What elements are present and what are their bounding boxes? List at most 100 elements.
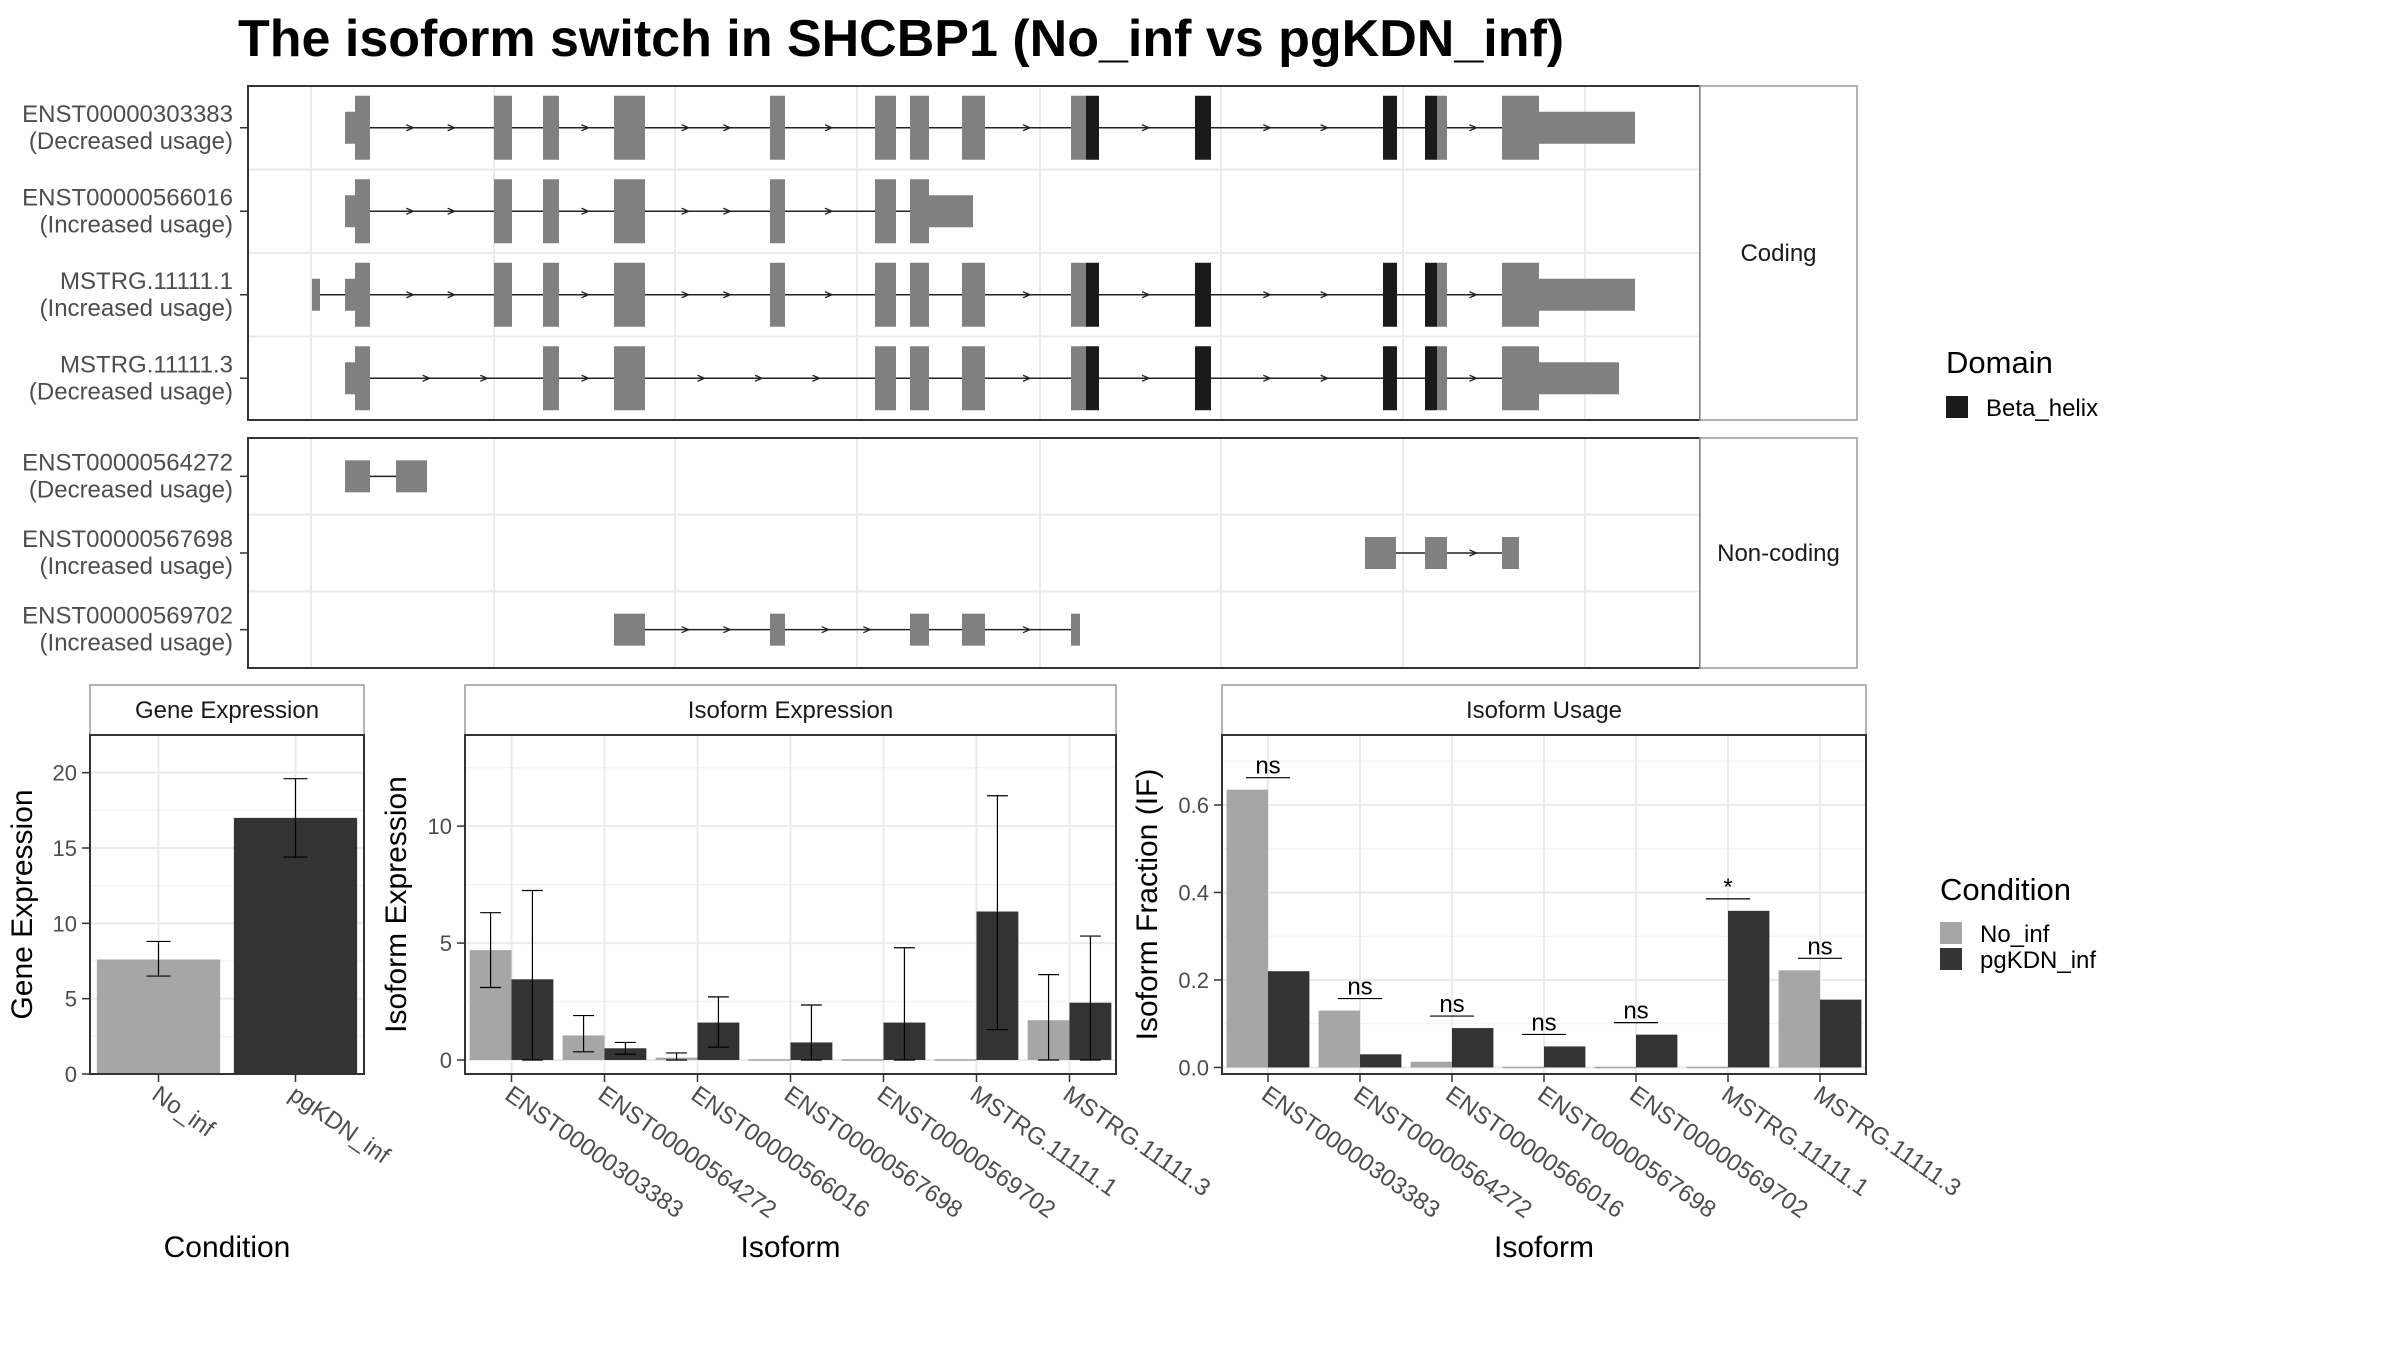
error-bar xyxy=(1038,974,1060,1061)
exon-block xyxy=(1437,346,1447,411)
panel-strip-label: Isoform Usage xyxy=(1466,697,1622,724)
error-bar xyxy=(1079,935,1101,1061)
exon-block xyxy=(614,95,645,160)
utr-block xyxy=(345,195,355,228)
strand-arrow xyxy=(824,207,834,215)
exon-block xyxy=(910,262,929,327)
utr-block xyxy=(1071,613,1080,646)
significance-label: ns xyxy=(1807,933,1832,960)
legend-label-domain: Beta_helix xyxy=(1986,395,2098,422)
error-bar xyxy=(707,996,729,1048)
utr-block xyxy=(1425,537,1447,569)
utr-block xyxy=(1539,278,1635,311)
transcript-track xyxy=(345,346,1619,411)
strand-arrow xyxy=(422,374,432,382)
transcript-track xyxy=(345,460,427,493)
facet-strip-label: Coding xyxy=(1740,240,1816,267)
bar xyxy=(1636,1034,1678,1068)
figure-title: The isoform switch in SHCBP1 (No_inf vs … xyxy=(238,10,1564,68)
domain-block xyxy=(1425,95,1437,160)
exon-block xyxy=(494,262,512,327)
exon-block xyxy=(1502,346,1539,411)
utr-block xyxy=(345,278,355,311)
panel-strip xyxy=(1221,684,1867,736)
strand-arrow xyxy=(681,207,691,215)
y-tick-label: 0.0 xyxy=(1178,1055,1209,1080)
strand-arrow xyxy=(723,626,732,634)
significance-label: ns xyxy=(1531,1009,1556,1036)
bar xyxy=(1728,910,1770,1068)
transcript-label: MSTRG.11111.1 (Increased usage) xyxy=(40,268,233,322)
x-axis-title: Isoform xyxy=(740,1231,840,1264)
significance-label: ns xyxy=(1439,991,1464,1018)
y-tick-label: 0 xyxy=(440,1048,452,1073)
facet-strip-label: Non-coding xyxy=(1717,540,1840,567)
exon-block xyxy=(770,179,785,244)
utr-block xyxy=(962,613,985,646)
panel-strip xyxy=(464,684,1117,736)
strand-arrow xyxy=(723,291,732,299)
exon-block xyxy=(355,262,370,327)
utr-block xyxy=(1365,537,1396,569)
bar xyxy=(233,817,358,1074)
transcript-usage: (Increased usage) xyxy=(40,553,233,580)
transcript-usage: (Decreased usage) xyxy=(29,128,233,155)
bar xyxy=(1778,970,1820,1068)
facet-non-coding xyxy=(247,437,1701,669)
strand-arrow xyxy=(824,124,834,132)
utr-block xyxy=(396,460,427,493)
y-tick-label: 20 xyxy=(53,761,77,786)
utr-block xyxy=(345,362,355,395)
facet-coding xyxy=(247,85,1701,421)
exon-block xyxy=(910,95,929,160)
error-bar xyxy=(893,947,915,1061)
y-tick-label: 0.6 xyxy=(1178,793,1209,818)
bar xyxy=(1360,1054,1402,1068)
strand-arrow xyxy=(1141,374,1151,382)
panel-border xyxy=(89,734,365,1075)
strand-arrow xyxy=(1022,124,1032,132)
significance-marker: * xyxy=(1705,874,1751,901)
exon-block xyxy=(1437,95,1447,160)
transcript-label: MSTRG.11111.3 (Decreased usage) xyxy=(29,351,233,405)
domain-block xyxy=(1086,262,1099,327)
domain-block xyxy=(1383,262,1397,327)
strand-arrow xyxy=(723,124,732,132)
exon-block xyxy=(910,346,929,411)
exon-block xyxy=(1437,262,1447,327)
strand-arrow xyxy=(821,626,831,634)
legend-swatch-condition xyxy=(1940,948,1962,970)
domain-block xyxy=(1195,346,1211,411)
x-tick-label: pgKDN_inf xyxy=(284,1081,395,1170)
legend-label-condition: pgKDN_inf xyxy=(1980,947,2096,974)
exon-block xyxy=(543,179,559,244)
domain-block xyxy=(1383,95,1397,160)
strand-arrow xyxy=(1320,291,1330,299)
transcript-label: ENST00000303383 (Decreased usage) xyxy=(22,101,233,155)
significance-marker: ns xyxy=(1613,998,1659,1025)
bar xyxy=(1452,1028,1494,1068)
exon-block xyxy=(355,346,370,411)
transcript-id: ENST00000303383 xyxy=(22,101,233,128)
bar xyxy=(1410,1061,1452,1068)
strand-arrow xyxy=(1141,124,1151,132)
transcript-id: ENST00000569702 xyxy=(22,603,233,630)
exon-block xyxy=(543,262,559,327)
panel-strip-label: Isoform Expression xyxy=(688,697,893,724)
strand-arrow xyxy=(447,291,457,299)
bar xyxy=(96,959,221,1074)
strand-arrow xyxy=(581,291,591,299)
transcript-id: ENST00000564272 xyxy=(22,449,233,476)
facet-strip xyxy=(1699,437,1858,669)
transcript-track xyxy=(345,179,973,244)
exon-block xyxy=(355,95,370,160)
exon-block xyxy=(962,346,985,411)
exon-block xyxy=(770,95,785,160)
strand-arrow xyxy=(1320,374,1330,382)
strand-arrow xyxy=(406,124,415,132)
y-tick-label: 10 xyxy=(428,814,452,839)
strand-arrow xyxy=(723,207,732,215)
strand-arrow xyxy=(681,124,691,132)
